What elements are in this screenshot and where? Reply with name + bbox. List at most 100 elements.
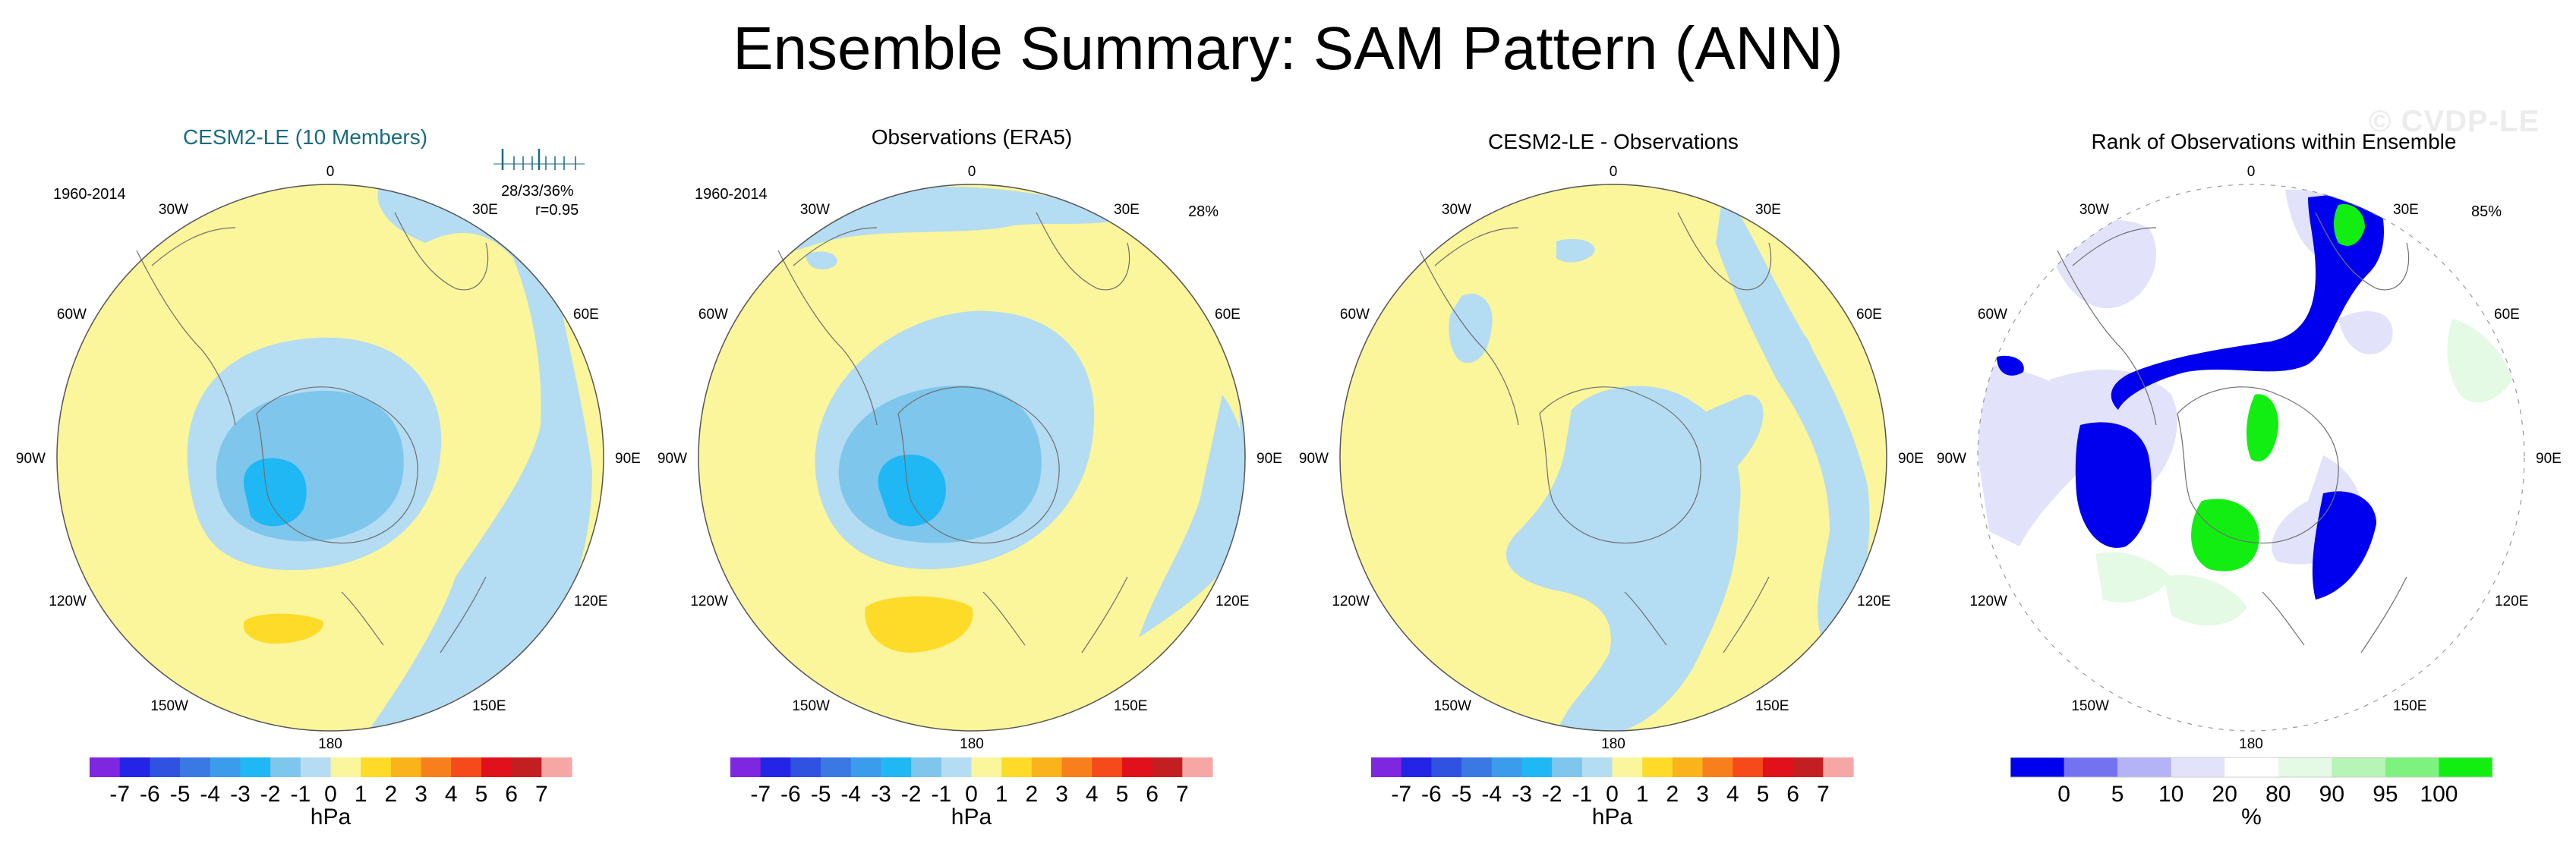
colorbar-tick-label: 5 — [1116, 782, 1129, 807]
colorbar-tick-label: 0 — [1606, 782, 1619, 807]
lon-150e: 150E — [1114, 698, 1147, 714]
lon-0: 0 — [1610, 164, 1618, 180]
lon-120w: 120W — [1332, 594, 1370, 609]
lon-30w: 30W — [2079, 202, 2109, 218]
colorbar-swatch — [1733, 757, 1764, 777]
colorbar: -7 -6 -5 -4 -3 -2 -1 0 1 2 3 4 5 6 7 hPa — [1371, 757, 1854, 830]
lon-150w: 150W — [150, 698, 188, 714]
colorbar-tick-label: 0 — [965, 782, 978, 807]
colorbar-tick-label: -6 — [140, 782, 160, 807]
colorbar-swatch — [541, 757, 572, 777]
colorbar-swatch — [1121, 757, 1153, 777]
panel-difference: CESM2-LE - Observations 0 30E 60E 90E 12… — [1299, 130, 1924, 830]
colorbar-swatch — [881, 757, 912, 777]
colorbar-tick-label: 3 — [1055, 782, 1068, 807]
colorbar-unit: hPa — [951, 804, 992, 830]
lon-30e: 30E — [472, 202, 498, 218]
colorbar-swatch — [821, 757, 852, 777]
colorbar-swatch — [511, 757, 542, 777]
colorbar-swatch — [1401, 757, 1432, 777]
lon-60e: 60E — [1856, 307, 1882, 323]
colorbar-tick-label: -1 — [931, 782, 951, 807]
coastlines — [777, 212, 1130, 653]
lon-150e: 150E — [472, 698, 506, 714]
colorbar-swatch — [1461, 757, 1493, 777]
lon-60w: 60W — [698, 307, 728, 323]
colorbar-unit: hPa — [311, 804, 352, 830]
lon-60w: 60W — [1978, 307, 2007, 323]
panel-title: Rank of Observations within Ensemble — [2092, 130, 2457, 153]
colorbar-swatch — [2117, 757, 2172, 777]
colorbar-tick-label: -1 — [1572, 782, 1592, 807]
colorbar-tick-label: -2 — [1542, 782, 1562, 807]
colorbar-swatch — [790, 757, 821, 777]
lon-120e: 120E — [1857, 594, 1890, 609]
colorbar-tick-label: -3 — [1512, 782, 1532, 807]
colorbar-tick-label: -2 — [901, 782, 922, 807]
colorbar-tick-label: -4 — [840, 782, 861, 807]
colorbar-swatch — [1061, 757, 1093, 777]
map-field — [698, 184, 1245, 731]
longitude-labels: 0 30E 60E 90E 120E 150E 180 150W 120W 90… — [16, 164, 641, 752]
panel-title: CESM2-LE - Observations — [1488, 130, 1739, 153]
colorbar-tick-label: 0 — [324, 782, 337, 807]
colorbar-tick-label: 95 — [2373, 782, 2398, 807]
lon-30e: 30E — [1755, 202, 1781, 218]
colorbar-tick-label: 4 — [445, 782, 458, 807]
lon-60e: 60E — [573, 307, 599, 323]
colorbar-swatch — [730, 757, 761, 777]
colorbar-tick-label: 5 — [1757, 782, 1770, 807]
colorbar-tick-label: 7 — [1176, 782, 1189, 807]
colorbar-tick-label: 20 — [2212, 782, 2237, 807]
colorbar-swatch — [150, 757, 181, 777]
colorbar-swatch — [1431, 757, 1462, 777]
lon-120e: 120E — [2495, 594, 2528, 609]
colorbar-swatch — [1182, 757, 1213, 777]
longitude-labels: 0 30E 60E 90E 120E 150E 180 150W 120W 90… — [657, 164, 1282, 752]
colorbar-tick-label: -6 — [780, 782, 801, 807]
lon-30w: 30W — [159, 202, 188, 218]
lon-150w: 150W — [1433, 698, 1471, 714]
colorbar-tick-label: 3 — [415, 782, 427, 807]
colorbar-swatch — [180, 757, 211, 777]
lon-0: 0 — [2247, 164, 2256, 180]
period-label: 1960-2014 — [53, 186, 126, 203]
colorbar-tick-label: 2 — [1666, 782, 1679, 807]
lon-180: 180 — [318, 736, 342, 752]
period-label: 1960-2014 — [695, 186, 768, 203]
colorbar-tick-label: -6 — [1421, 782, 1442, 807]
lon-90e: 90E — [2536, 451, 2562, 467]
lon-60e: 60E — [1215, 307, 1241, 323]
ensemble-spread-marks — [493, 149, 585, 170]
colorbar-tick-label: -4 — [1481, 782, 1502, 807]
figure-title: Ensemble Summary: SAM Pattern (ANN) — [733, 14, 1843, 82]
lon-90w: 90W — [16, 451, 46, 467]
lon-120e: 120E — [574, 594, 607, 609]
colorbar-swatch — [270, 757, 301, 777]
colorbar-swatch — [451, 757, 482, 777]
lon-0: 0 — [968, 164, 976, 180]
colorbar-tick-label: -4 — [200, 782, 220, 807]
colorbar-unit: % — [2241, 804, 2262, 830]
colorbar-swatch — [240, 757, 271, 777]
colorbar-swatch — [2010, 757, 2065, 777]
colorbar-tick-label: 3 — [1696, 782, 1709, 807]
colorbar-swatch — [390, 757, 422, 777]
watermark: © CVDP-LE — [2369, 105, 2540, 138]
colorbar-tick-label: -7 — [109, 782, 130, 807]
colorbar-tick-label: 1 — [1636, 782, 1649, 807]
lon-60w: 60W — [57, 307, 87, 323]
colorbar-tick-label: -5 — [1452, 782, 1472, 807]
colorbar-tick-label: 0 — [2057, 782, 2070, 807]
lon-120w: 120W — [1969, 594, 2007, 609]
lon-120w: 120W — [690, 594, 728, 609]
colorbar-swatch — [1152, 757, 1183, 777]
colorbar: 0 5 10 20 80 90 95 100% — [2010, 757, 2493, 830]
colorbar: -7 -6 -5 -4 -3 -2 -1 0 1 2 3 4 5 6 7 hPa — [90, 757, 572, 830]
stats-percent: 28/33/36% — [501, 183, 574, 200]
colorbar-swatch — [1762, 757, 1794, 777]
colorbar-tick-label: -3 — [230, 782, 251, 807]
colorbar-swatch — [1612, 757, 1643, 777]
coastlines — [2057, 212, 2410, 653]
